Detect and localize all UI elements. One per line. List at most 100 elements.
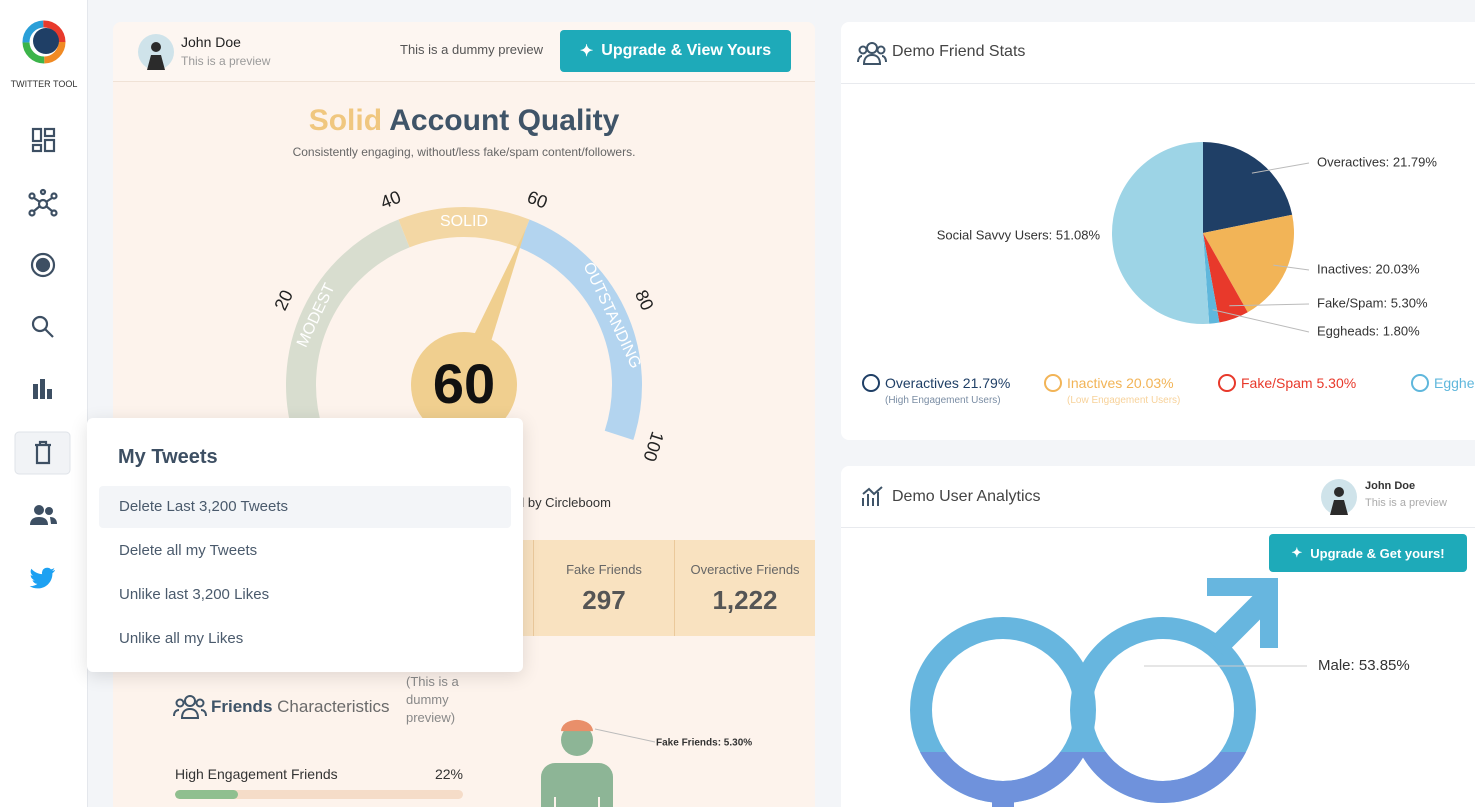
nav-network[interactable] — [28, 188, 58, 217]
dummy-note: This is a dummy preview — [400, 42, 544, 57]
divider — [841, 527, 1475, 528]
user-note: This is a preview — [1365, 497, 1447, 509]
legend-icon-shape — [1411, 374, 1429, 392]
pie-slice — [1112, 142, 1210, 324]
user-analytics-card: Demo User Analytics John Doe This is a p… — [841, 466, 1475, 807]
pie-leader — [1273, 264, 1310, 271]
title-text: Account Quality — [389, 104, 620, 137]
legend-icon-shape — [862, 374, 880, 392]
legend-note: (High Engagement Users) — [885, 395, 1001, 406]
gender-chart: Male: 53.85% — [910, 578, 1410, 807]
gauge-zone — [398, 207, 530, 248]
pie-slice — [1203, 233, 1220, 324]
stat-label: Fake Friends — [566, 562, 642, 577]
pie-label: Overactives: 21.79% — [1317, 154, 1437, 169]
nav-search[interactable] — [31, 315, 54, 338]
nav-twitter[interactable] — [29, 567, 55, 589]
figure-arms — [554, 797, 600, 807]
analytics-icon — [862, 486, 883, 506]
stats-cells: Fake Friends 297 Overactive Friends 1,222 — [533, 540, 815, 636]
friends-bars: High Engagement Friends 22% — [175, 766, 463, 807]
figure-hair — [561, 719, 593, 732]
menu-item[interactable]: Delete all my Tweets — [119, 542, 258, 559]
menu-item[interactable]: Unlike all my Likes — [119, 630, 244, 647]
user-name: John Doe — [181, 34, 241, 50]
gauge-tick-label: 40 — [378, 187, 404, 213]
nav-delete[interactable] — [35, 440, 51, 465]
gauge-hub — [411, 332, 517, 438]
avatar — [138, 34, 174, 70]
gauge-tick-label: 100 — [639, 429, 667, 464]
bar-track — [175, 790, 463, 799]
legend-label: Inactives 20.03% — [1067, 375, 1174, 391]
quality-title: Solid Account Quality — [113, 104, 815, 138]
nav-dashboard[interactable] — [31, 127, 56, 153]
menu-item[interactable]: Unlike last 3,200 Likes — [119, 586, 270, 603]
card-title: Demo Friend Stats — [892, 43, 1026, 60]
stat-value: 1,222 — [712, 585, 778, 615]
gauge-tick-label: 60 — [524, 187, 550, 213]
title-highlight: Solid — [308, 104, 383, 137]
logo-ring — [22, 20, 66, 64]
friends-icon — [173, 695, 207, 719]
button-label: Upgrade & Get yours! — [1310, 545, 1445, 561]
legend-label: Fake/Spam 5.30% — [1241, 375, 1357, 391]
nav-stats[interactable] — [33, 379, 52, 399]
gauge-value: 60 — [433, 352, 495, 415]
friends-title: Friends Characteristics — [211, 697, 390, 717]
nav-icons — [14, 127, 71, 589]
bar-fill — [175, 790, 239, 799]
pie-slice — [1203, 233, 1248, 323]
button-label: Upgrade & View Yours — [601, 42, 772, 59]
nav-users[interactable] — [30, 505, 57, 525]
legend-icon-shape — [1044, 374, 1062, 392]
legend-icon — [1218, 374, 1236, 392]
upgrade-button[interactable]: ✦ Upgrade & Get yours! — [1269, 534, 1467, 572]
stat-cell: Overactive Friends 1,222 — [674, 540, 815, 636]
gauge-zone — [518, 219, 642, 440]
logo-ring — [22, 20, 66, 64]
tweets-menu: My Tweets Delete Last 3,200 Tweets Delete… — [87, 418, 523, 672]
friends-note: (This is a dummy preview) — [406, 674, 459, 725]
bar-label: High Engagement Friends — [175, 766, 338, 782]
stat-label: Overactive Friends — [690, 562, 800, 577]
figure-leader — [594, 728, 656, 743]
figure-body — [541, 763, 613, 807]
upgrade-button[interactable]: ✦ Upgrade & View Yours — [560, 30, 791, 72]
figure-label: Fake Friends: 5.30% — [656, 738, 752, 749]
logo-text: TWITTER TOOL — [10, 79, 78, 89]
user-name: John Doe — [1365, 480, 1416, 492]
quality-subtitle: Consistently engaging, without/less fake… — [292, 145, 636, 159]
pie-slice — [1203, 142, 1293, 233]
gauge-tick-label: 20 — [270, 287, 297, 314]
male-label: Male: 53.85% — [1318, 657, 1410, 674]
divider — [841, 83, 1475, 84]
gauge-zone-label: SOLID — [440, 213, 488, 230]
male-arrow — [1208, 590, 1274, 656]
sidebar: TWITTER TOOL — [0, 0, 88, 807]
legend-label: Egghe — [1434, 375, 1475, 391]
male-arrowhead — [1207, 578, 1278, 648]
legend-label: Overactives 21.79% — [885, 375, 1011, 391]
pie-label: Fake/Spam: 5.30% — [1317, 295, 1428, 310]
pie-leader — [1251, 162, 1310, 174]
menu-title: My Tweets — [118, 446, 218, 468]
nav-active-bg[interactable] — [14, 431, 71, 475]
sparkle: ✦ — [1291, 545, 1303, 560]
stats-icon — [857, 42, 887, 65]
logo — [22, 20, 66, 64]
legend-icon — [862, 374, 880, 392]
legend-icon-shape — [1218, 374, 1236, 392]
pie-label: Social Savvy Users: 51.08% — [937, 227, 1101, 242]
card-title: Demo User Analytics — [892, 488, 1041, 505]
legend-icon — [1044, 374, 1062, 392]
menu-item[interactable]: Delete Last 3,200 Tweets — [99, 486, 511, 528]
nav-circle[interactable] — [30, 252, 56, 278]
pie-leader — [1229, 303, 1310, 307]
legend-note: (Low Engagement Users) — [1067, 395, 1181, 406]
bar-value-label: 22% — [434, 766, 463, 782]
pie-label: Eggheads: 1.80% — [1317, 323, 1420, 338]
